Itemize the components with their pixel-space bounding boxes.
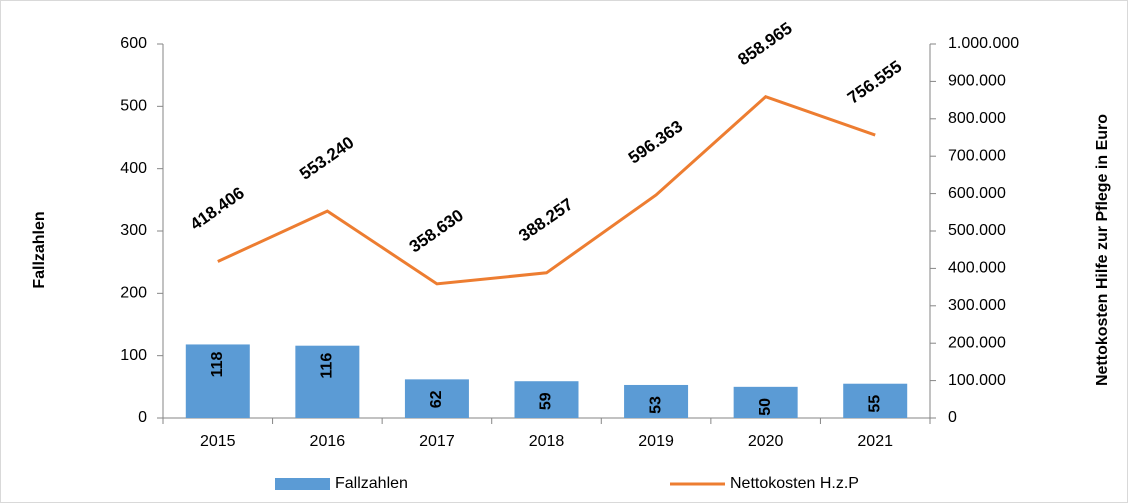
label-background — [399, 201, 475, 263]
bar-value-label: 59 — [538, 392, 555, 410]
label-background — [180, 178, 256, 241]
y-axis-title: Fallzahlen — [31, 211, 48, 288]
y-tick-label: 300 — [120, 222, 147, 239]
y2-tick-label: 400.000 — [948, 260, 1006, 277]
bar — [514, 381, 579, 418]
y2-tick-label: 100.000 — [948, 372, 1006, 389]
x-tick-label: 2016 — [310, 433, 346, 450]
y2-tick-label: 900.000 — [948, 73, 1006, 90]
y-tick-label: 600 — [120, 35, 147, 52]
bar-value-label: 116 — [319, 353, 336, 379]
bar — [843, 383, 908, 418]
legend-label: Nettokosten H.z.P — [730, 475, 859, 492]
bar-value-label: 118 — [209, 351, 226, 377]
bar-value-label: 53 — [647, 396, 664, 414]
line — [217, 95, 876, 286]
y2-tick-label: 800.000 — [948, 110, 1006, 127]
legend-label: Fallzahlen — [335, 475, 408, 492]
y2-tick-label: 1.000.000 — [948, 35, 1019, 52]
y-tick-label: 100 — [120, 347, 147, 364]
x-tick-label: 2020 — [748, 433, 784, 450]
y-tick-label: 0 — [138, 409, 147, 426]
y-tick-label: 200 — [120, 285, 147, 302]
label-background — [837, 52, 913, 114]
x-tick-label: 2017 — [419, 433, 455, 450]
label-background — [509, 189, 584, 252]
y2-tick-label: 200.000 — [948, 334, 1006, 351]
label-background — [618, 112, 694, 174]
bar-value-label: 55 — [866, 395, 883, 413]
x-tick-label: 2021 — [857, 433, 893, 450]
y2-tick-label: 0 — [948, 409, 957, 426]
x-tick-label: 2018 — [529, 433, 565, 450]
bar — [624, 384, 689, 418]
y2-tick-label: 500.000 — [948, 222, 1006, 239]
y2-tick-label: 300.000 — [948, 297, 1006, 314]
bar — [404, 379, 469, 418]
bar — [185, 344, 250, 418]
x-tick-label: 2019 — [638, 433, 674, 450]
y-tick-label: 500 — [120, 98, 147, 115]
bar — [295, 345, 360, 418]
label-background — [289, 128, 365, 190]
y2-axis-title: Nettokosten Hilfe zur Pflege in Euro — [1094, 114, 1111, 386]
y2-tick-label: 600.000 — [948, 185, 1006, 202]
legend-swatch — [275, 478, 330, 490]
label-background — [728, 13, 804, 76]
y2-tick-label: 700.000 — [948, 147, 1006, 164]
bar-value-label: 50 — [757, 398, 774, 416]
y-tick-label: 400 — [120, 160, 147, 177]
bar — [733, 386, 798, 418]
x-tick-label: 2015 — [200, 433, 236, 450]
bar-value-label: 62 — [428, 390, 445, 408]
